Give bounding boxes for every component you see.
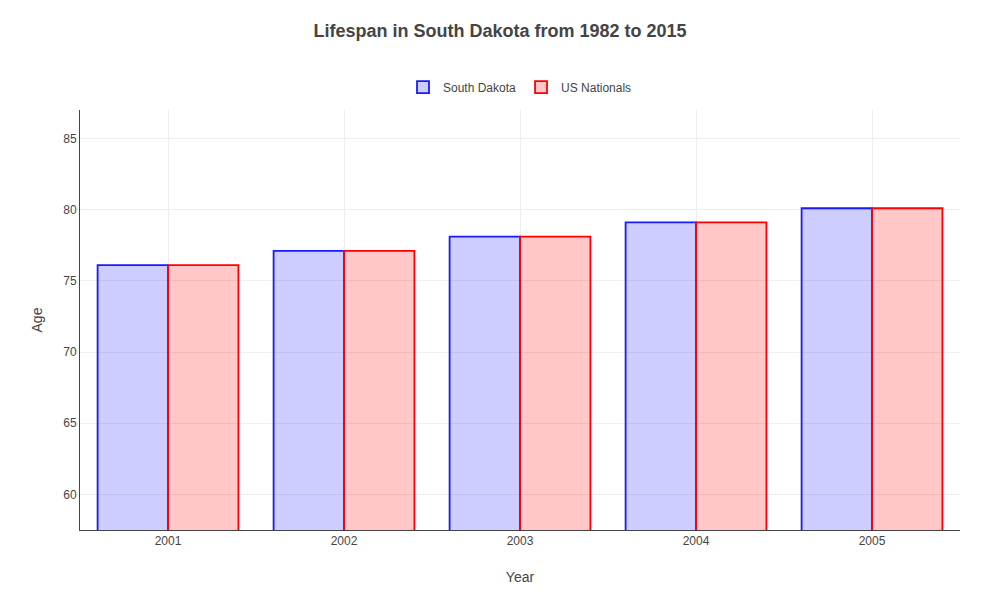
svg-text:75: 75 [63, 274, 77, 288]
svg-text:80: 80 [63, 203, 77, 217]
svg-text:2004: 2004 [683, 534, 710, 548]
svg-text:2001: 2001 [155, 534, 182, 548]
svg-text:Year: Year [506, 569, 535, 585]
svg-text:60: 60 [63, 488, 77, 502]
svg-text:70: 70 [63, 345, 77, 359]
svg-text:65: 65 [63, 416, 77, 430]
svg-text:2002: 2002 [331, 534, 358, 548]
svg-text:Lifespan in South Dakota from: Lifespan in South Dakota from 1982 to 20… [313, 21, 686, 41]
svg-text:2003: 2003 [507, 534, 534, 548]
svg-text:US Nationals: US Nationals [561, 81, 631, 95]
svg-text:2005: 2005 [859, 534, 886, 548]
svg-text:Age: Age [29, 307, 45, 332]
svg-text:85: 85 [63, 132, 77, 146]
svg-text:South Dakota: South Dakota [443, 81, 516, 95]
